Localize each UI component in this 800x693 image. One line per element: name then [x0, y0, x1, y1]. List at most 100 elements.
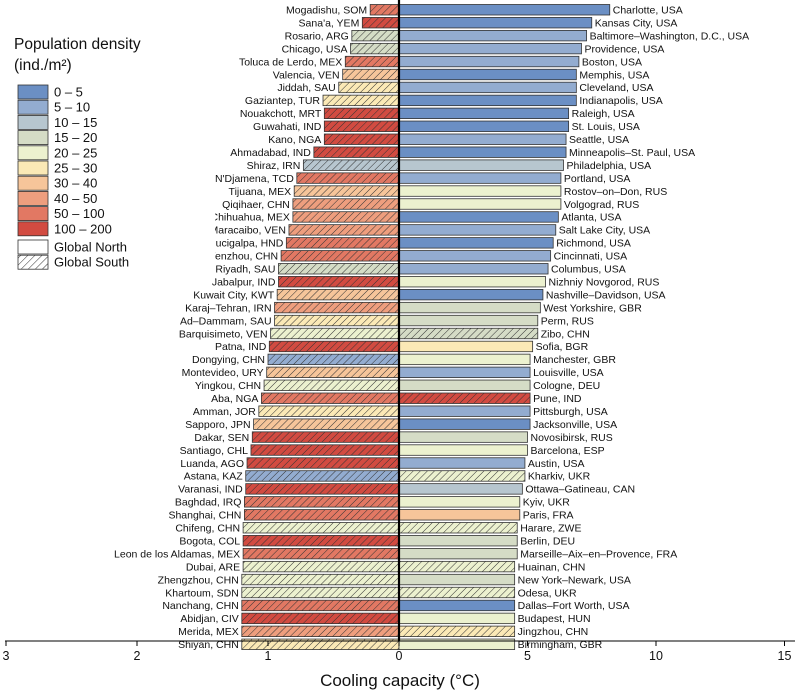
right-city-label: Pittsburgh, USA — [533, 406, 608, 418]
legend-label: 5 – 10 — [54, 100, 90, 115]
left-city-label: Qiqihaer, CHN — [222, 199, 290, 211]
left-bar-hatch — [243, 548, 399, 559]
right-bar — [398, 496, 521, 508]
right-bar — [398, 340, 534, 353]
left-bar-hatch — [268, 354, 399, 365]
right-city-label: Raleigh, USA — [572, 108, 635, 120]
left-bar-hatch — [266, 367, 399, 378]
legend-label: 50 – 100 — [54, 206, 105, 221]
left-city-label: Astana, KAZ — [184, 471, 244, 483]
left-city-label: Kano, NGA — [268, 134, 321, 146]
legend-swatch — [17, 206, 49, 222]
left-bar-hatch — [245, 470, 399, 482]
left-city-label: Merida, MEX — [178, 626, 239, 638]
right-bar — [398, 172, 562, 184]
left-bar-hatch — [253, 418, 399, 430]
right-bar — [398, 483, 523, 495]
right-bar — [398, 81, 577, 94]
right-bar — [398, 185, 562, 197]
left-bar-hatch — [243, 535, 399, 546]
left-city-label: Ahmadabad, IND — [230, 147, 311, 159]
left-bar-hatch — [324, 108, 399, 119]
right-bar — [398, 276, 546, 288]
legend-swatch — [17, 130, 49, 146]
right-bar — [398, 457, 526, 469]
x-axis-title: Cooling capacity (°C) — [320, 671, 480, 690]
legend-swatch — [17, 145, 49, 161]
right-city-label: Jingzhou, CHN — [518, 626, 589, 638]
left-city-label: Shanghai, CHN — [168, 510, 241, 522]
legend-label: 10 – 15 — [54, 115, 97, 130]
right-bar — [398, 237, 554, 249]
legend-label: 25 – 30 — [54, 161, 97, 176]
right-city-label: Minneapolis–St. Paul, USA — [569, 147, 695, 159]
left-city-label: Tijuana, MEX — [229, 186, 292, 198]
left-bar-hatch — [250, 444, 399, 456]
left-city-label: Maracaibo, VEN — [210, 225, 286, 237]
left-bar-hatch — [247, 457, 399, 469]
right-city-label: Rostov–on–Don, RUS — [564, 186, 667, 198]
left-city-label: Sana'a, YEM — [299, 17, 360, 29]
right-bar-hatch — [399, 522, 518, 533]
right-bar — [398, 42, 582, 55]
left-bar-hatch — [323, 95, 399, 106]
left-city-label: Karaj–Tehran, IRN — [185, 302, 271, 314]
right-city-label: St. Louis, USA — [572, 121, 640, 133]
left-bar-hatch — [324, 121, 399, 132]
left-city-label: Bogota, COL — [179, 535, 240, 547]
left-city-label: Gaziantep, TUR — [245, 95, 321, 107]
legend-swatch — [17, 190, 49, 206]
legend-swatch — [17, 160, 49, 176]
left-bar-hatch — [241, 639, 399, 650]
right-city-label: Sofia, BGR — [536, 341, 589, 353]
left-city-label: Rosario, ARG — [285, 30, 349, 42]
legend-swatch — [17, 175, 49, 191]
legend-label: 20 – 25 — [54, 145, 97, 160]
left-bar-hatch — [241, 587, 399, 598]
right-bar — [398, 159, 564, 171]
right-bar — [398, 133, 567, 145]
right-bar — [398, 548, 518, 560]
x-tick-label: 3 — [3, 649, 10, 663]
left-bar-hatch — [278, 263, 399, 274]
right-bar — [398, 405, 531, 417]
legend-region-label: Global North — [54, 240, 127, 255]
right-bar — [398, 146, 567, 158]
left-city-label: Nanchang, CHN — [162, 600, 238, 612]
right-city-label: Odesa, UKR — [518, 587, 577, 599]
right-city-label: Harare, ZWE — [520, 523, 581, 535]
left-city-label: Guwahati, IND — [253, 121, 322, 133]
left-city-label: Leon de los Aldamas, MEX — [114, 548, 240, 560]
left-city-label: Aba, NGA — [211, 393, 258, 405]
right-city-label: Nashville–Davidson, USA — [546, 289, 666, 301]
left-city-label: Sapporo, JPN — [185, 419, 250, 431]
right-city-label: Cologne, DEU — [533, 380, 600, 392]
right-city-label: Portland, USA — [564, 173, 631, 185]
right-city-label: Kharkiv, UKR — [528, 471, 591, 483]
legend-region-swatch — [17, 239, 49, 255]
right-city-label: Baltimore–Washington, D.C., USA — [590, 30, 750, 42]
right-bar — [398, 288, 544, 301]
left-city-label: Chicago, USA — [282, 43, 348, 55]
left-bar-hatch — [244, 496, 399, 508]
left-city-label: Patna, IND — [215, 341, 267, 353]
left-bar-hatch — [269, 341, 399, 352]
right-city-label: Marseille–Aix–en–Provence, FRA — [520, 548, 677, 560]
right-bar — [398, 301, 541, 314]
left-bar-hatch — [370, 4, 399, 15]
left-city-label: Luanda, AGO — [180, 458, 244, 470]
right-bar — [398, 107, 570, 119]
legend-label: 40 – 50 — [54, 191, 97, 206]
right-bar-hatch — [399, 561, 515, 572]
right-bar — [398, 612, 516, 625]
left-bar-hatch — [252, 431, 399, 443]
left-bar-hatch — [338, 82, 399, 93]
left-bar-hatch — [362, 17, 399, 28]
left-city-label: Tegucigalpa, HND — [199, 238, 284, 250]
right-city-label: Volgograd, RUS — [564, 199, 639, 211]
right-city-label: Perm, RUS — [541, 315, 594, 327]
right-city-label: Manchester, GBR — [533, 354, 616, 366]
legend-swatch — [17, 84, 49, 100]
left-city-label: Varanasi, IND — [178, 484, 243, 496]
